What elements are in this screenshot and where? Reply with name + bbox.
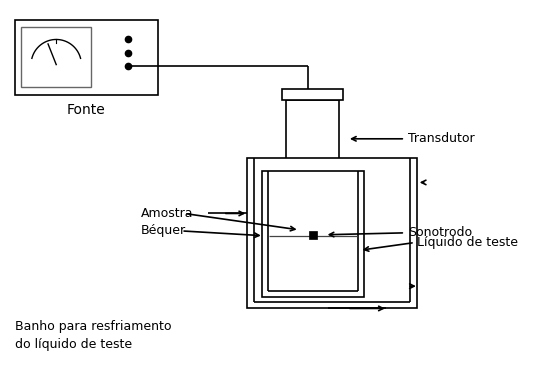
Text: Fonte: Fonte	[67, 103, 105, 117]
Bar	[15, 20, 158, 95]
Text: Líquido de teste: Líquido de teste	[417, 236, 518, 249]
Text: Transdutor: Transdutor	[408, 132, 475, 145]
Text: Banho para resfriamento
do líquido de teste: Banho para resfriamento do líquido de te…	[15, 320, 171, 351]
Bar	[282, 89, 343, 100]
Bar	[247, 158, 417, 309]
Bar	[22, 27, 91, 87]
Bar	[286, 100, 339, 197]
Bar	[261, 171, 364, 297]
Text: Béquer: Béquer	[140, 224, 186, 238]
Bar	[277, 214, 348, 225]
Text: Sonotrodo: Sonotrodo	[408, 226, 472, 240]
Polygon shape	[298, 225, 329, 270]
Bar	[309, 231, 317, 239]
Text: Amostra: Amostra	[140, 207, 193, 220]
